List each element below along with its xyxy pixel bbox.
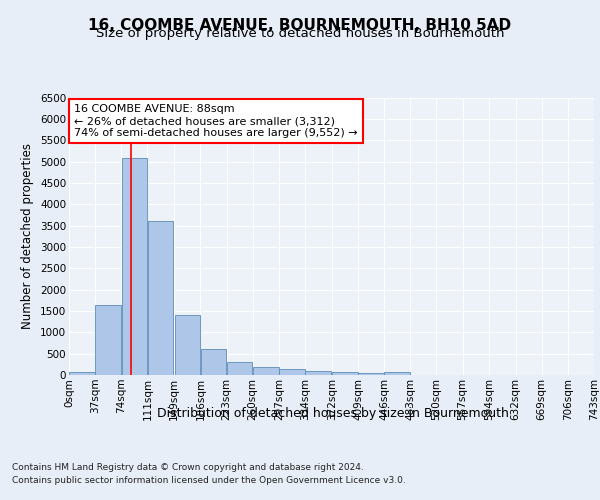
Text: Contains public sector information licensed under the Open Government Licence v3: Contains public sector information licen… <box>12 476 406 485</box>
Bar <box>279 368 305 375</box>
Bar <box>305 370 331 375</box>
Bar <box>227 362 253 375</box>
Bar <box>253 368 278 375</box>
Bar <box>385 372 410 375</box>
Y-axis label: Number of detached properties: Number of detached properties <box>22 143 34 329</box>
Text: Size of property relative to detached houses in Bournemouth: Size of property relative to detached ho… <box>96 28 504 40</box>
Bar <box>358 373 384 375</box>
Bar <box>70 372 95 375</box>
Bar <box>95 304 121 375</box>
Text: Distribution of detached houses by size in Bournemouth: Distribution of detached houses by size … <box>157 408 509 420</box>
Text: 16, COOMBE AVENUE, BOURNEMOUTH, BH10 5AD: 16, COOMBE AVENUE, BOURNEMOUTH, BH10 5AD <box>88 18 512 32</box>
Bar <box>148 222 173 375</box>
Text: Contains HM Land Registry data © Crown copyright and database right 2024.: Contains HM Land Registry data © Crown c… <box>12 462 364 471</box>
Bar <box>332 372 358 375</box>
Bar <box>175 315 200 375</box>
Text: 16 COOMBE AVENUE: 88sqm
← 26% of detached houses are smaller (3,312)
74% of semi: 16 COOMBE AVENUE: 88sqm ← 26% of detache… <box>74 104 358 138</box>
Bar <box>201 348 226 375</box>
Bar <box>122 158 147 375</box>
